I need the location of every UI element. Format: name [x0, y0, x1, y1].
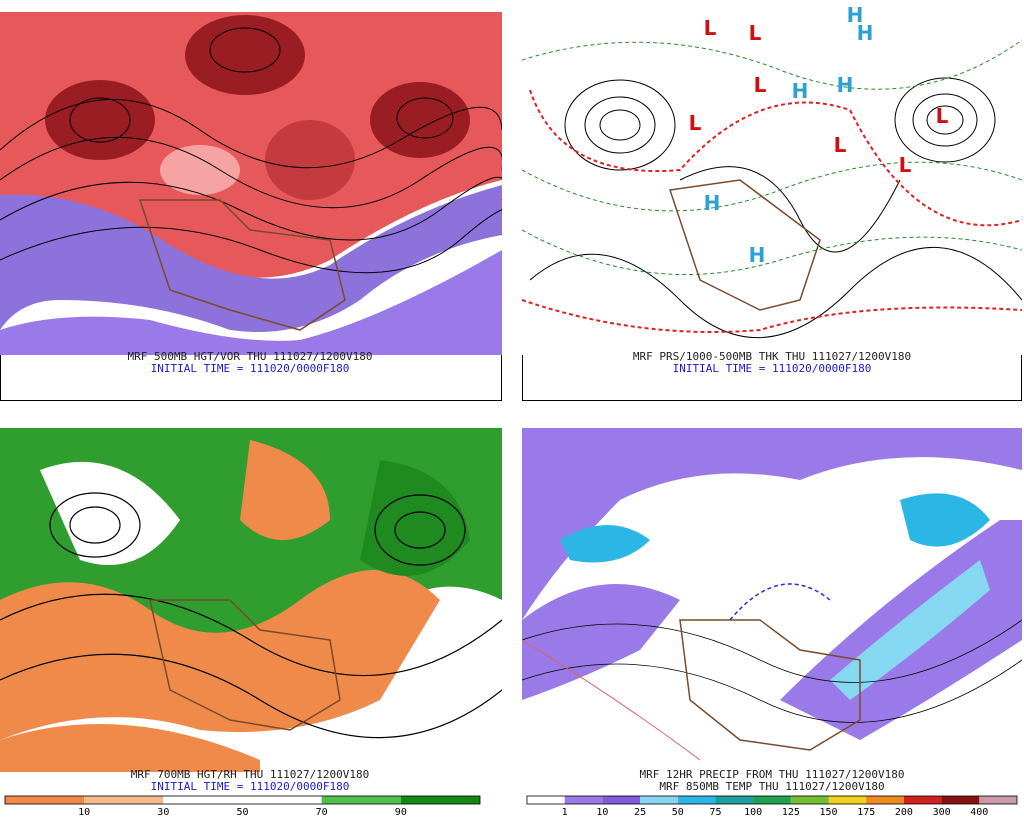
map-700mb [0, 428, 502, 772]
colorbar-swatch [790, 796, 829, 804]
colorbar-frame [4, 795, 481, 805]
map-precip [522, 428, 1022, 772]
colorbar-label: 90 [395, 807, 407, 818]
colorbar-label: 200 [895, 807, 913, 818]
subcaption: INITIAL TIME = 111020/0000F180 [673, 362, 872, 375]
pressure-center: H [749, 243, 766, 267]
pressure-center: L [936, 104, 949, 128]
pressure-center: L [689, 111, 702, 135]
pressure-center: L [834, 133, 847, 157]
colorbar-swatch [5, 796, 85, 804]
colorbar-label: 150 [820, 807, 838, 818]
subcaption: INITIAL TIME = 111020/0000F180 [151, 780, 350, 793]
colorbar-swatch [677, 796, 716, 804]
pressure-center: H [847, 3, 864, 27]
colorbar-swatch [527, 796, 565, 804]
colorbar-swatch [753, 796, 791, 804]
colorbar-label: 1 [562, 807, 568, 818]
pressure-center: H [704, 191, 721, 215]
colorbar-label: 400 [970, 807, 988, 818]
colorbar-swatch [828, 796, 867, 804]
caption: MRF PRS/1000-500MB THK THU 111027/1200V1… [633, 350, 911, 363]
colorbar-swatch [715, 796, 754, 804]
colorbar-swatch [602, 796, 641, 804]
colorbar-swatch [242, 796, 322, 804]
colorbar-label: 30 [157, 807, 169, 818]
colorbar-label: 300 [933, 807, 951, 818]
colorbar-swatch [903, 796, 942, 804]
map-500mb [0, 12, 502, 355]
pressure-center: L [899, 153, 912, 177]
subcaption: INITIAL TIME = 111020/0000F180 [151, 362, 350, 375]
colorbar-swatch [640, 796, 678, 804]
colorbar-label: 50 [672, 807, 684, 818]
colorbar-swatch [564, 796, 603, 804]
colorbar-label: 50 [236, 807, 248, 818]
colorbar-label: 175 [857, 807, 875, 818]
pressure-center: L [704, 16, 717, 40]
colorbar-swatch [163, 796, 243, 804]
colorbar-swatch [321, 796, 401, 804]
caption: MRF 700MB HGT/RH THU 111027/1200V180 [131, 768, 369, 781]
colorbar-label: 70 [316, 807, 328, 818]
colorbar-label: 10 [596, 807, 608, 818]
colorbar-frame [526, 795, 1018, 805]
pressure-center: H [837, 73, 854, 97]
pressure-center: H [857, 21, 874, 45]
pressure-center: H [792, 79, 809, 103]
caption: MRF 12HR PRECIP FROM THU 111027/1200V180 [640, 768, 905, 781]
colorbar-label: 10 [78, 807, 90, 818]
pressure-center: L [749, 21, 762, 45]
colorbar-swatch [941, 796, 980, 804]
colorbar-label: 75 [709, 807, 721, 818]
colorbar-swatch [84, 796, 164, 804]
colorbar-swatch [400, 796, 480, 804]
colorbar-label: 100 [744, 807, 762, 818]
colorbar-label: 25 [634, 807, 646, 818]
colorbar-swatch [979, 796, 1017, 804]
subcaption: MRF 850MB TEMP THU 111027/1200V180 [659, 780, 884, 793]
caption: MRF 500MB HGT/VOR THU 111027/1200V180 [127, 350, 372, 363]
map-pressure [522, 12, 1022, 355]
colorbar-label: 125 [782, 807, 800, 818]
pressure-center: L [754, 73, 767, 97]
colorbar-swatch [866, 796, 904, 804]
